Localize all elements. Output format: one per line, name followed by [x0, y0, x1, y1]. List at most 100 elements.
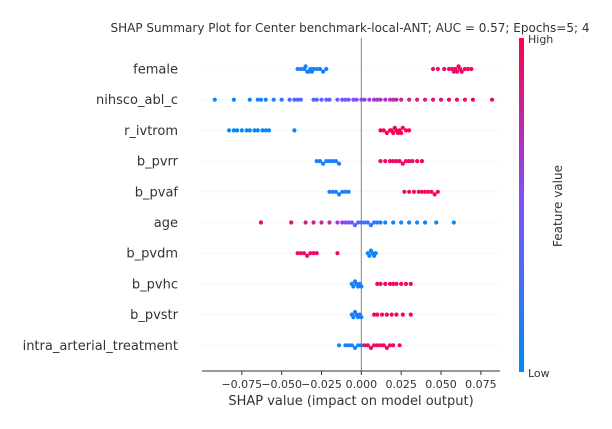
shap-point — [231, 97, 236, 102]
shap-point — [389, 312, 394, 317]
shap-point — [327, 189, 332, 194]
shap-point — [383, 220, 388, 225]
shap-point — [305, 253, 310, 258]
shap-point — [372, 343, 377, 348]
shap-point — [336, 343, 342, 348]
shap-point — [378, 159, 383, 164]
shap-point — [415, 159, 420, 164]
shap-point — [384, 312, 389, 317]
shap-point — [489, 97, 495, 102]
shap-point — [336, 192, 342, 197]
feature-label: b_pvaf — [135, 185, 179, 200]
x-tick-label: 0.000 — [346, 378, 378, 391]
colorbar-low-label: Low — [528, 367, 550, 380]
x-tick-label: −0.025 — [301, 378, 342, 391]
shap-point — [378, 97, 383, 102]
shap-point — [234, 128, 240, 133]
shap-point — [308, 251, 313, 256]
shap-point — [466, 66, 471, 72]
shap-point — [352, 345, 358, 350]
shap-point — [340, 97, 345, 102]
shap-point — [400, 161, 405, 166]
shap-point — [252, 128, 257, 133]
shap-point — [397, 159, 402, 164]
shap-point — [383, 159, 388, 164]
shap-point — [351, 315, 356, 320]
shap-point — [333, 159, 338, 164]
shap-point — [429, 189, 434, 194]
shap-point — [311, 220, 316, 225]
x-tick-label: −0.050 — [261, 378, 302, 391]
shap-point — [375, 343, 380, 348]
feature-label: intra_arterial_treatment — [23, 339, 178, 354]
shap-point — [356, 343, 361, 348]
shap-point — [394, 281, 399, 286]
shap-point — [394, 97, 399, 102]
shap-point — [292, 128, 297, 133]
shap-point — [346, 189, 351, 194]
shap-point — [391, 97, 396, 102]
shap-point — [407, 159, 412, 164]
shap-point — [247, 97, 252, 102]
shap-point — [298, 251, 303, 256]
shap-point — [387, 97, 393, 102]
shap-point — [400, 125, 405, 130]
x-axis-label: SHAP value (impact on model output) — [228, 394, 473, 409]
shap-point — [365, 220, 370, 225]
shap-point — [303, 64, 308, 69]
shap-point — [335, 97, 340, 102]
shap-point — [330, 189, 335, 194]
shap-point — [324, 159, 329, 164]
shap-point — [419, 189, 425, 194]
shap-point — [321, 69, 326, 74]
shap-point — [335, 220, 340, 225]
shap-point — [378, 343, 383, 348]
shap-point — [451, 220, 456, 225]
shap-point — [359, 343, 364, 348]
shap-point — [368, 345, 374, 350]
shap-point — [359, 315, 364, 320]
shap-point — [391, 343, 396, 348]
shap-point — [260, 128, 265, 133]
shap-point — [415, 97, 420, 102]
shap-point — [247, 128, 252, 133]
colorbar — [519, 38, 524, 372]
shap-point — [359, 220, 364, 225]
shap-point — [434, 220, 439, 225]
colorbar-high-label: High — [528, 33, 553, 46]
shap-point — [415, 220, 420, 225]
x-tick-label: 0.025 — [385, 378, 417, 391]
shap-point — [462, 66, 468, 72]
shap-point — [266, 128, 272, 133]
shap-point — [399, 97, 404, 102]
shap-point — [381, 343, 386, 348]
shap-point — [394, 159, 399, 164]
shap-point — [321, 161, 326, 166]
shap-point — [263, 97, 268, 102]
shap-point — [383, 281, 388, 286]
feature-label: r_ivtrom — [124, 124, 178, 139]
x-tick-label: −0.075 — [221, 378, 262, 391]
shap-point — [387, 281, 393, 286]
shap-point — [387, 343, 393, 348]
shap-point — [375, 312, 380, 317]
shap-point — [423, 189, 428, 194]
shap-point — [379, 312, 385, 317]
shap-point — [391, 220, 396, 225]
shap-point — [231, 128, 236, 133]
shap-point — [403, 159, 409, 164]
shap-point — [303, 220, 308, 225]
shap-point — [391, 281, 396, 286]
shap-point — [430, 66, 436, 72]
shap-point — [397, 343, 402, 348]
shap-point — [383, 97, 388, 102]
shap-point — [423, 97, 428, 102]
shap-point — [399, 130, 404, 136]
shap-point — [372, 97, 377, 102]
shap-point — [403, 128, 409, 133]
shap-point — [314, 97, 319, 102]
shap-point — [212, 97, 217, 102]
shap-point — [309, 69, 315, 74]
shap-point — [287, 97, 292, 102]
shap-point — [375, 220, 380, 225]
